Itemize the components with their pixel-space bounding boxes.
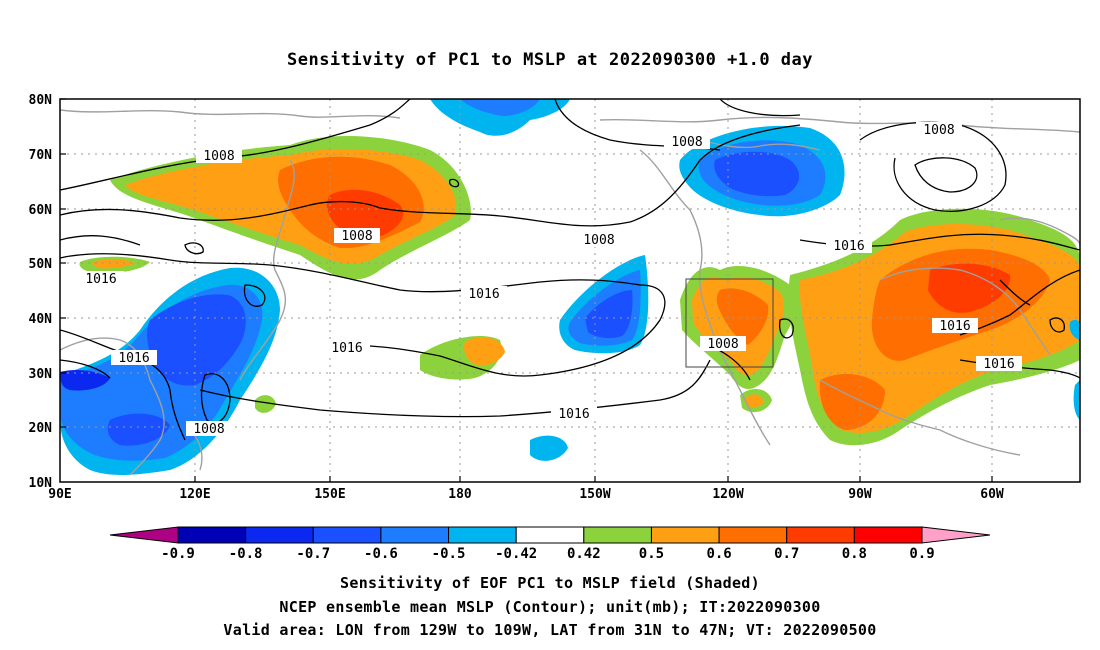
- contour-label: 1008: [334, 228, 380, 244]
- svg-text:1016: 1016: [468, 287, 499, 302]
- valid-area-box: [685, 278, 774, 368]
- colorbar-swatch: [380, 526, 450, 544]
- svg-text:1016: 1016: [939, 319, 970, 334]
- svg-text:1008: 1008: [707, 337, 738, 352]
- lon-tick-label: 120W: [712, 487, 743, 502]
- negative-region-arctic: [430, 99, 845, 217]
- svg-text:1008: 1008: [193, 422, 224, 437]
- svg-text:1008: 1008: [341, 229, 372, 244]
- contour-label: 1016: [551, 406, 597, 422]
- colorbar-swatch: [853, 526, 923, 544]
- svg-text:1008: 1008: [203, 149, 234, 164]
- lat-tick-label: 70N: [29, 148, 53, 163]
- colorbar-swatch: [583, 526, 652, 544]
- svg-text:1008: 1008: [583, 233, 614, 248]
- caption-line-1: Sensitivity of EOF PC1 to MSLP field (Sh…: [340, 574, 760, 592]
- lon-tick-label: 90W: [848, 487, 872, 502]
- tick-marks: [60, 98, 993, 482]
- lon-tick-label: 90E: [48, 487, 71, 502]
- contour-label: 1016: [976, 356, 1022, 372]
- negative-region-central-pacific: [530, 255, 649, 461]
- contour-label: 1016: [461, 286, 507, 302]
- contour-label: 1008: [664, 134, 710, 150]
- contour-label: 1008: [700, 336, 746, 352]
- map-title: Sensitivity of PC1 to MSLP at 2022090300…: [286, 50, 813, 70]
- contour-label: 1008: [196, 148, 242, 164]
- colorbar-label: -0.42: [495, 546, 537, 562]
- contour-label: 1016: [826, 238, 872, 254]
- colorbar-swatch: [650, 526, 720, 544]
- colorbar: -0.9 -0.8 -0.7 -0.6 -0.5 -0.42 0.42 0.5 0.6 0.7 0.…: [109, 526, 991, 562]
- lat-tick-label: 80N: [29, 93, 53, 108]
- contour-label: 1008: [186, 421, 232, 437]
- lon-tick-label: 150W: [579, 487, 610, 502]
- colorbar-label: 0.8: [842, 546, 867, 562]
- mslp-contours: [60, 99, 1080, 441]
- colorbar-label: -0.8: [229, 546, 263, 562]
- svg-text:1008: 1008: [671, 135, 702, 150]
- colorbar-swatch: [245, 526, 314, 544]
- svg-text:1008: 1008: [923, 123, 954, 138]
- colorbar-label: -0.6: [364, 546, 398, 562]
- colorbar-label: -0.7: [296, 546, 330, 562]
- positive-region-north-pacific: [79, 135, 471, 280]
- lon-tick-label: 180: [448, 487, 472, 502]
- contour-label: 1008: [576, 232, 622, 248]
- colorbar-arrow-high: [921, 526, 991, 544]
- svg-text:1016: 1016: [118, 351, 149, 366]
- lat-tick-label: 20N: [29, 421, 53, 436]
- lat-tick-label: 50N: [29, 257, 53, 272]
- svg-text:1016: 1016: [85, 272, 116, 287]
- coastlines: [60, 109, 1080, 476]
- colorbar-swatch: [312, 526, 382, 544]
- caption-line-3: Valid area: LON from 129W to 109W, LAT f…: [223, 621, 877, 639]
- svg-text:1016: 1016: [558, 407, 589, 422]
- svg-text:1016: 1016: [833, 239, 864, 254]
- colorbar-label: -0.9: [161, 546, 195, 562]
- lat-tick-label: 30N: [29, 367, 53, 382]
- colorbar-swatch: [177, 526, 247, 544]
- lat-tick-label: 60N: [29, 203, 53, 218]
- lon-tick-label: 150E: [314, 487, 345, 502]
- colorbar-swatch: [786, 526, 855, 544]
- colorbar-label: 0.6: [706, 546, 731, 562]
- lon-axis-labels: 90E 120E 150E 180 150W 120W 90W 60W: [48, 487, 1004, 502]
- contour-label: 1016: [932, 318, 978, 334]
- contour-label: 1016: [324, 340, 370, 356]
- svg-text:1016: 1016: [331, 341, 362, 356]
- colorbar-label: 0.42: [567, 546, 601, 562]
- positive-region-west-america: [680, 265, 796, 390]
- caption-line-2: NCEP ensemble mean MSLP (Contour); unit(…: [279, 598, 821, 616]
- contour-label: 1016: [111, 350, 157, 366]
- contour-label: 1016: [78, 271, 124, 287]
- lon-tick-label: 120E: [179, 487, 210, 502]
- colorbar-label: 0.5: [639, 546, 664, 562]
- colorbar-swatch: [515, 526, 585, 544]
- contour-label: 1008: [916, 122, 962, 138]
- lat-tick-label: 10N: [29, 476, 53, 491]
- colorbar-label: 0.9: [909, 546, 934, 562]
- map-frame: [59, 98, 1081, 483]
- lon-tick-label: 60W: [980, 487, 1004, 502]
- colorbar-label: -0.5: [432, 546, 466, 562]
- lat-tick-label: 40N: [29, 312, 53, 327]
- colorbar-swatch: [448, 526, 517, 544]
- colorbar-arrow-low: [109, 526, 179, 544]
- svg-text:1016: 1016: [983, 357, 1014, 372]
- colorbar-swatch: [718, 526, 788, 544]
- contour-label-layer: 1008 1008 1008 1008 1008 1008 1008 1016 …: [78, 122, 1022, 437]
- lat-axis-labels: 80N 70N 60N 50N 40N 30N 20N 10N: [29, 93, 53, 491]
- colorbar-label: 0.7: [774, 546, 799, 562]
